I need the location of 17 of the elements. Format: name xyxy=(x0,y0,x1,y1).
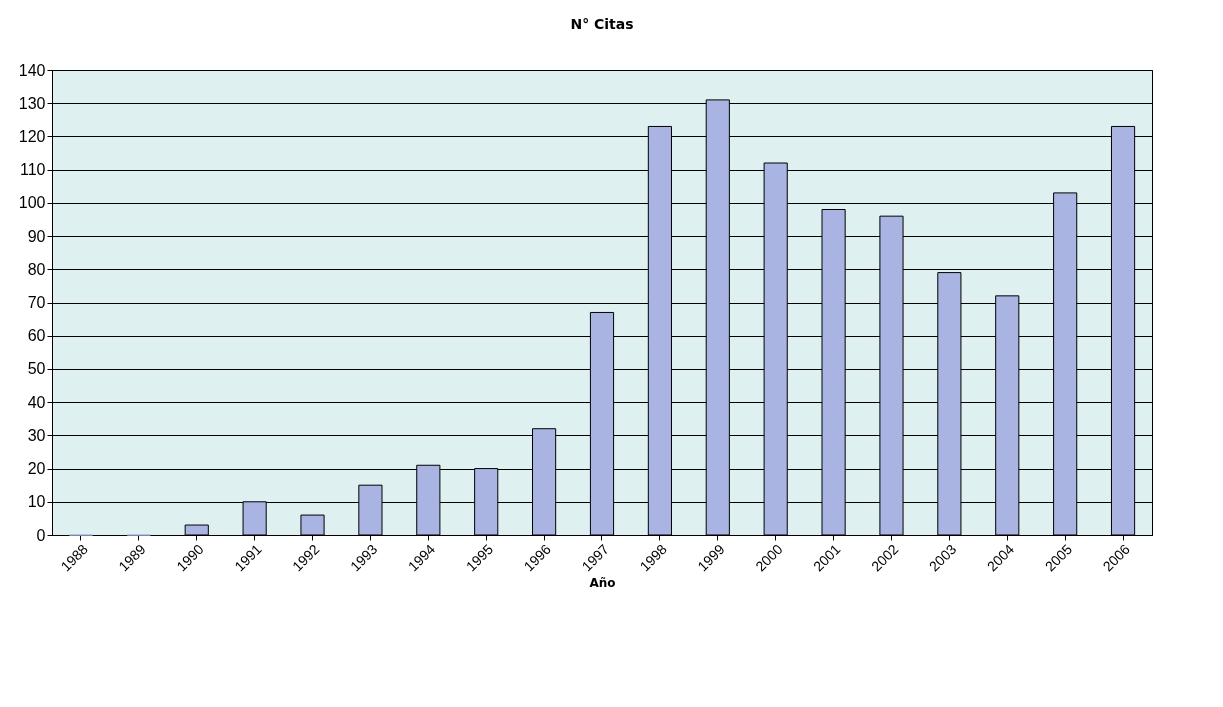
y-tick-label: 130 xyxy=(18,94,46,112)
y-tick-label: 80 xyxy=(27,260,46,278)
y-tick-label: 50 xyxy=(27,360,46,378)
y-tick-label: 120 xyxy=(18,127,46,145)
x-axis-title: Año xyxy=(589,576,616,591)
y-tick-label: 0 xyxy=(36,526,46,544)
chart-title: N° Citas xyxy=(570,16,634,32)
y-tick-label: 140 xyxy=(18,61,46,79)
y-tick-label: 10 xyxy=(27,493,46,511)
y-tick-label: 100 xyxy=(18,194,46,212)
y-tick-label: 110 xyxy=(19,161,46,179)
y-tick-label: 40 xyxy=(27,393,46,411)
y-tick-label: 60 xyxy=(27,327,46,345)
y-tick-label: 30 xyxy=(27,426,46,444)
y-tick-label: 20 xyxy=(27,460,46,478)
y-tick-label: 90 xyxy=(27,227,46,245)
y-tick-label: 70 xyxy=(27,294,46,311)
